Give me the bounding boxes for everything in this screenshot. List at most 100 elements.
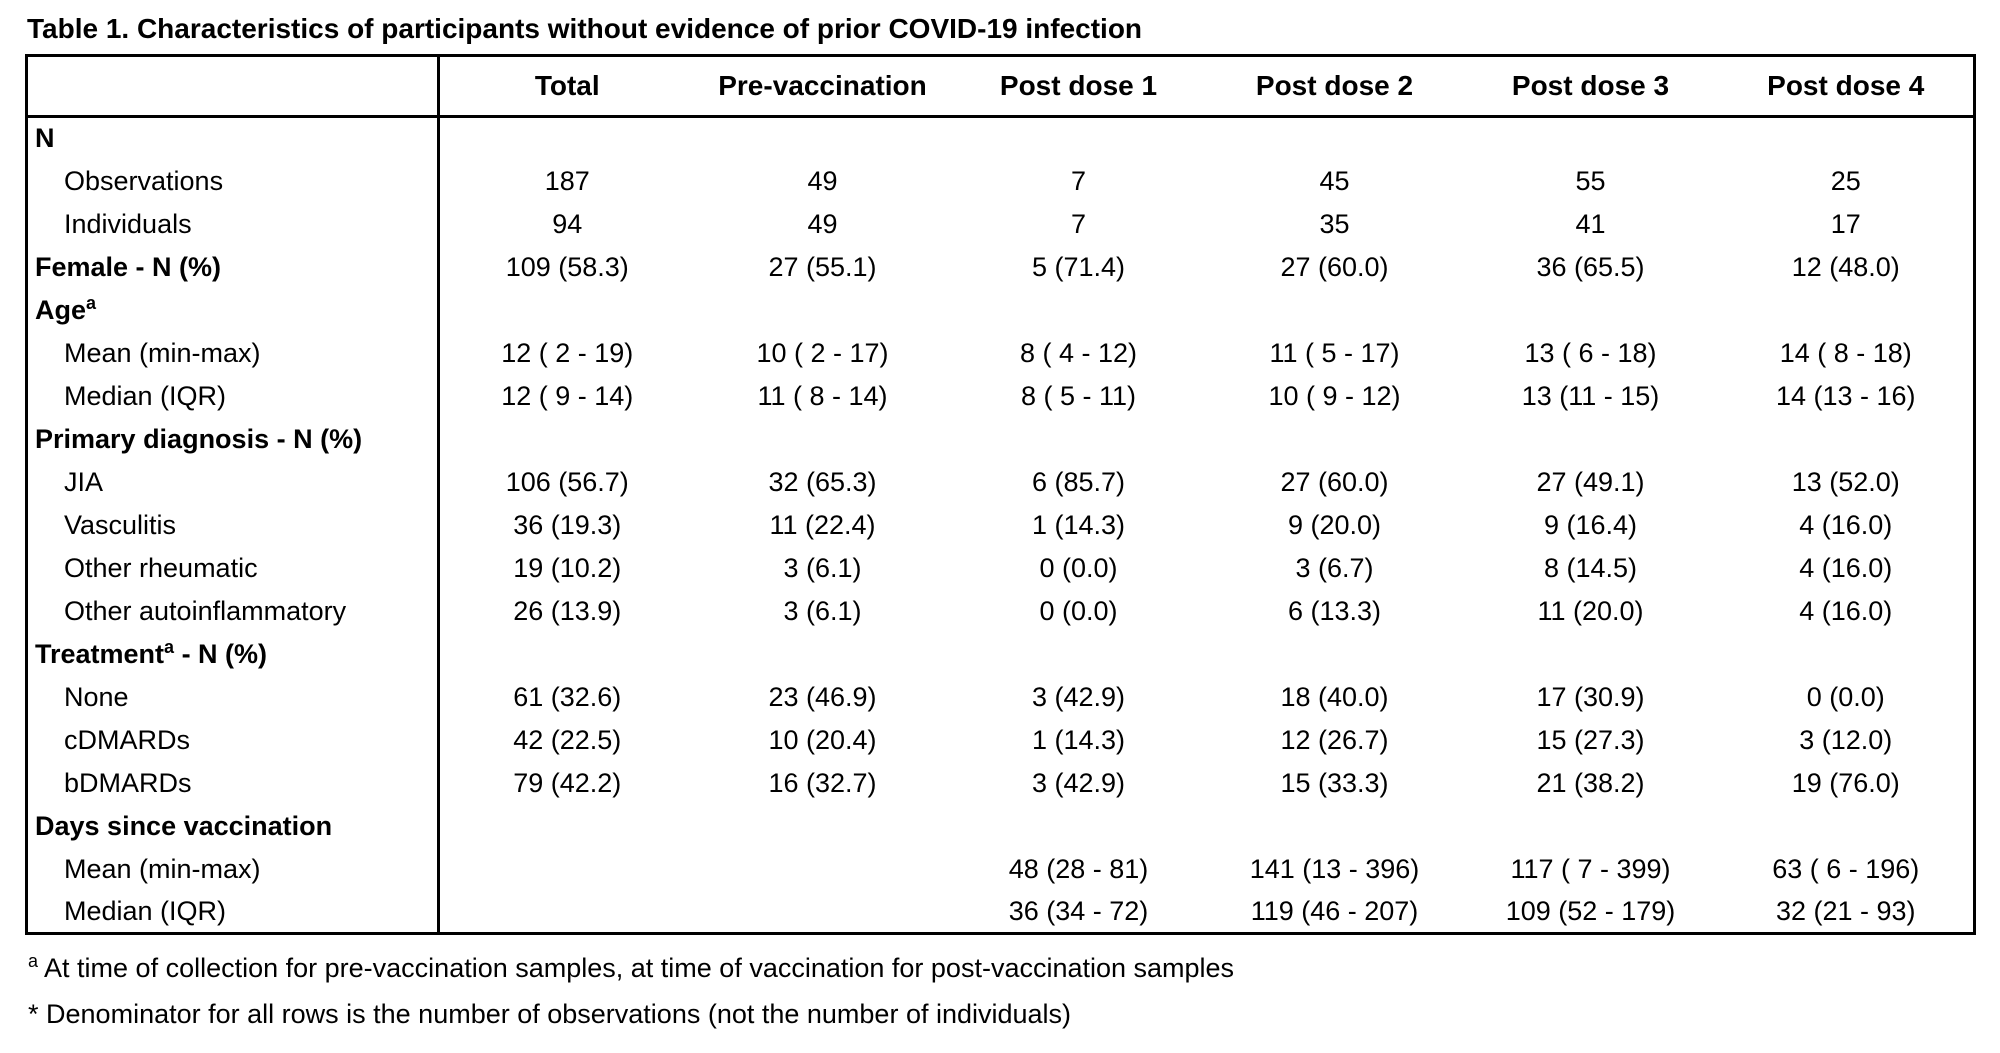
cell-value: 11 ( 8 - 14) [757,380,888,411]
cell-value [951,117,1207,160]
cell-value: 1 (14.3) [1031,724,1126,755]
cell-value [1463,633,1719,676]
row-label: Median (IQR) [26,374,440,418]
characteristics-table: Total Pre-vaccination Post dose 1 Post d… [25,54,1976,935]
cell-value: 187 [544,165,590,196]
cell-value: 15 (27.3) [1536,724,1645,755]
cell-value: 11 (22.4) [769,509,876,540]
row-label: None [26,675,440,719]
footnote-a: a At time of collection for pre-vaccinat… [28,945,1975,991]
cell-value: 94 [552,208,583,239]
cell-value: 7 [1070,208,1087,239]
cell-value [695,891,951,934]
table-row: Vasculitis 36 (19.3) 11 (22.4) 1 (14.3) 9 (2… [26,503,1975,547]
cell-value: 48 (28 - 81) [1008,853,1149,884]
cell-value [439,891,695,934]
cell-value: 26 (13.9) [513,595,622,626]
cell-value: 10 ( 9 - 12) [1268,380,1401,411]
cell-value: 12 (48.0) [1791,251,1900,282]
footnote-marker-superscript: a [86,292,97,313]
cell-value [951,418,1207,461]
cell-value: 79 (42.2) [513,767,622,798]
cell-value: 1 (14.3) [1031,509,1126,540]
table-row: Treatmenta - N (%) [26,632,1975,676]
cell-value: 109 (52 - 179) [1505,895,1676,926]
footnote-denominator: * Denominator for all rows is the number… [28,991,1975,1037]
cell-value: 45 [1319,165,1350,196]
cell-value [439,117,695,160]
cell-value: 41 [1575,208,1606,239]
table-row: Female - N (%) 109 (58.3) 27 (55.1) 5 (71.4… [26,245,1975,289]
table-row: Other rheumatic 19 (10.2) 3 (6.1) 0 (0.0) 3 … [26,546,1975,590]
cell-value [1719,418,1975,461]
cell-value: 27 (49.1) [1536,466,1645,497]
table-title: Table 1. Characteristics of participants… [27,13,1143,44]
cell-value: 6 (85.7) [1031,466,1126,497]
cell-value [439,289,695,332]
column-header-post-dose-4: Post dose 4 [1718,55,1975,118]
cell-value: 3 (6.1) [783,552,862,583]
cell-value: 141 (13 - 396) [1249,853,1420,884]
cell-value: 9 (20.0) [1287,509,1382,540]
cell-value: 36 (19.3) [513,509,622,540]
column-header-post-dose-1: Post dose 1 [950,55,1207,118]
cell-value [1463,117,1719,160]
cell-value: 6 (13.3) [1287,595,1382,626]
cell-value: 17 (30.9) [1536,681,1645,712]
cell-value: 36 (65.5) [1536,251,1645,282]
cell-value: 19 (76.0) [1791,767,1900,798]
cell-value: 55 [1575,165,1606,196]
row-label: Primary diagnosis - N (%) [26,417,440,461]
cell-value: 4 (16.0) [1799,595,1893,626]
cell-value: 61 (32.6) [513,681,622,712]
cell-value [439,418,695,461]
cell-value: 16 (32.7) [768,767,877,798]
cell-value: 19 (10.2) [513,552,622,583]
cell-value: 12 ( 2 - 19) [501,337,634,368]
table-row: None 61 (32.6) 23 (46.9) 3 (42.9) 18 (40.0) 1… [26,675,1975,719]
table-row: Mean (min-max) 48 (28 - 81) 141 (13 - 396)… [26,847,1975,891]
cell-value: 10 ( 2 - 17) [756,337,889,368]
footnote-denominator-marker: * [28,999,39,1029]
table-row: Primary diagnosis - N (%) [26,417,1975,461]
cell-value [1463,418,1719,461]
cell-value: 27 (60.0) [1280,251,1389,282]
cell-value: 8 ( 4 - 12) [1019,337,1138,368]
cell-value: 12 (26.7) [1280,724,1389,755]
table-row: Median (IQR) 12 ( 9 - 14) 11 ( 8 - 14) 8 ( … [26,374,1975,418]
table-row: Individuals 94 49 7 35 41 17 [26,202,1975,246]
footnote-marker-superscript: a [164,636,175,657]
table-row: Median (IQR) 36 (34 - 72) 119 (46 - 207) 10… [26,890,1975,934]
column-header-pre-vaccination: Pre-vaccination [694,55,951,118]
cell-value: 3 (42.9) [1031,767,1126,798]
row-label: Other autoinflammatory [26,589,440,633]
row-label: Vasculitis [26,503,440,547]
row-label: Individuals [26,202,440,246]
cell-value: 3 (12.0) [1799,724,1893,755]
cell-value [1207,805,1463,848]
cell-value: 3 (6.7) [1295,552,1374,583]
table-row: Mean (min-max) 12 ( 2 - 19) 10 ( 2 - 17) 8 … [26,331,1975,375]
table-row: Observations 187 49 7 45 55 25 [26,159,1975,203]
cell-value: 27 (60.0) [1280,466,1389,497]
cell-value: 10 (20.4) [768,724,877,755]
table-row: cDMARDs 42 (22.5) 10 (20.4) 1 (14.3) 12 (26.… [26,718,1975,762]
cell-value [1719,633,1975,676]
table-row: Days since vaccination [26,804,1975,848]
row-label: cDMARDs [26,718,440,762]
cell-value: 42 (22.5) [513,724,622,755]
table-row: Agea [26,288,1975,332]
cell-value: 8 ( 5 - 11) [1020,380,1137,411]
cell-value: 119 (46 - 207) [1250,895,1419,926]
cell-value: 27 (55.1) [768,251,877,282]
cell-value: 5 (71.4) [1031,251,1126,282]
cell-value [695,848,951,891]
cell-value: 63 ( 6 - 196) [1772,853,1920,884]
cell-value: 12 ( 9 - 14) [501,380,634,411]
footnotes: a At time of collection for pre-vaccinat… [28,945,1975,1037]
cell-value: 4 (16.0) [1799,509,1893,540]
cell-value [1207,289,1463,332]
row-label: Treatmenta - N (%) [26,632,440,676]
cell-value [439,633,695,676]
table-body: N Observations 187 49 7 45 55 25 Individuals 94 49… [26,116,1975,934]
